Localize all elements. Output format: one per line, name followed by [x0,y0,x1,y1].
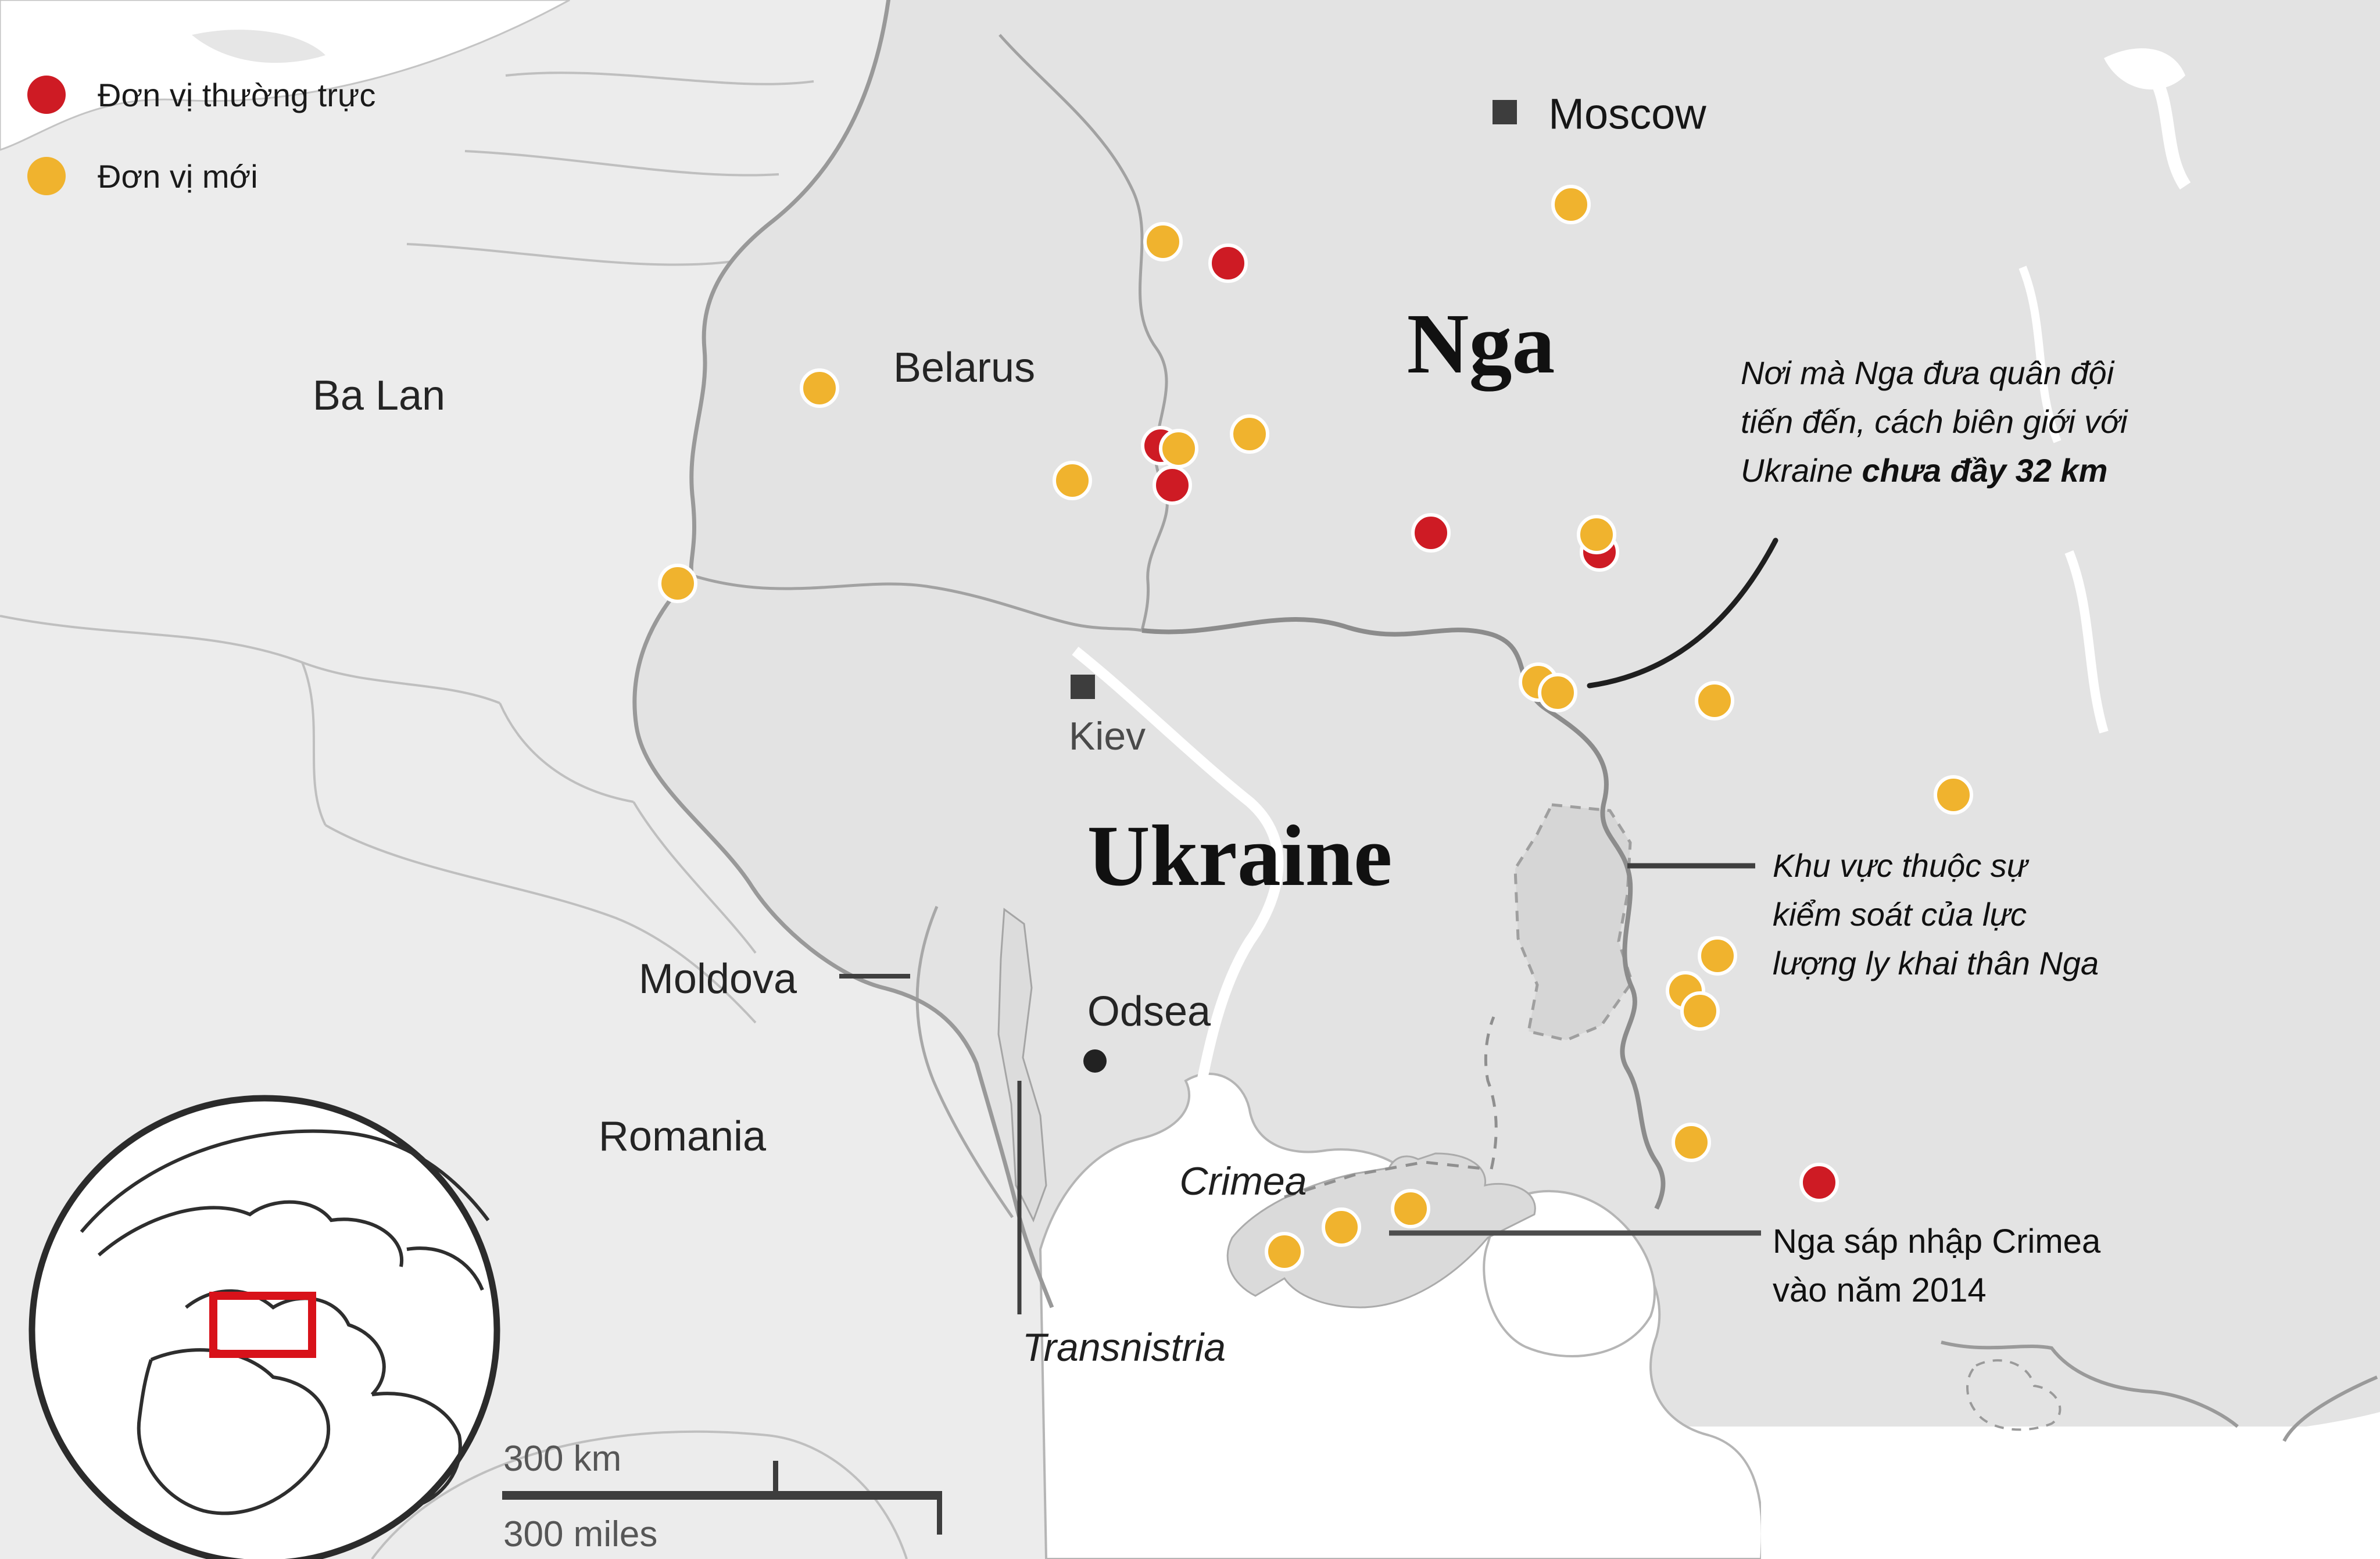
annotation-separatist-line1: Khu vực thuộc sự [1773,847,2028,884]
unit-dot-new [1551,185,1591,224]
crimea-region [1226,1152,1536,1309]
baltic-sea [0,0,570,151]
troops-pointer-arc [1587,537,1778,689]
permanent-unit-dot-icon [27,76,66,114]
crimea-north-dashed [1484,1016,1498,1170]
caucasus-borders [1941,1341,2378,1442]
new-unit-dot-icon [27,157,66,195]
separatist-region [1513,803,1634,1042]
label-kiev: Kiev [1068,714,1146,758]
label-crimea: Crimea [1179,1159,1307,1203]
unit-dot-new [658,564,697,603]
crimea-dashed-border [1284,1160,1488,1199]
unit-dot-new [1265,1232,1304,1271]
annotation-separatist-line3: lượng ly khai thân Nga [1773,945,2099,981]
globe-inset [28,1095,500,1559]
caucasus-dashed-region [1966,1359,2062,1431]
unit-dot-new [800,368,839,408]
unit-dot-new [1577,515,1616,554]
moldova-border [915,906,1014,1218]
inset-highlight-rect [209,1292,316,1358]
belarus-russia-border [998,34,1169,631]
unit-dot-permanent [1208,243,1248,283]
annotation-crimea-line1: Nga sáp nhập Crimea [1773,1223,2101,1260]
annotation-troops-line3-bold: chưa đầy 32 km [1862,452,2108,489]
unit-dot-new [1053,461,1092,500]
unit-dot-new [1143,222,1183,261]
label-romania: Romania [598,1113,767,1160]
annotation-troops-line1: Nơi mà Nga đưa quân đội [1741,354,2114,391]
transnistria-region [997,908,1047,1223]
annotation-troops-line2: tiến đến, cách biên giới với [1741,403,2128,440]
label-moscow: Moscow [1548,89,1706,138]
annotation-troops-line3: Ukraine chưa đầy 32 km [1741,446,2127,495]
annotation-crimea-2014: Nga sáp nhập Crimea vào năm 2014 [1773,1217,2100,1315]
unit-dot-new [1672,1123,1711,1162]
unit-dot-new [1695,681,1734,721]
annotation-crimea-line2: vào năm 2014 [1773,1271,1987,1309]
label-transnistria: Transnistria [1022,1325,1226,1370]
odsea-dot-icon [1083,1049,1107,1073]
label-ukraine: Ukraine [1087,808,1393,904]
label-odsea: Odsea [1087,988,1211,1035]
kiev-square-icon [1071,675,1095,699]
legend-permanent-label: Đơn vị thường trực [98,76,376,113]
unit-dot-new [1230,414,1269,454]
unit-dot-new [1538,673,1577,712]
ukraine-belarus-border [691,574,1143,632]
annotation-troops-line3-normal: Ukraine [1741,452,1862,489]
legend-row-permanent: Đơn vị thường trực [27,76,375,114]
annotation-separatist: Khu vực thuộc sự kiểm soát của lực lượng… [1773,841,2099,988]
units-layer [658,185,1973,1271]
label-nga: Nga [1406,296,1555,392]
legend-row-new: Đơn vị mới [27,157,258,195]
baltic-island [192,30,325,63]
white-sea [2104,48,2185,89]
south-sea [1761,1412,2380,1559]
unit-dot-new [1159,429,1198,468]
unit-dot-new [1391,1189,1430,1228]
label-moldova: Moldova [638,956,797,1002]
unit-dot-new [1698,936,1737,976]
ukraine-russia-border [1141,617,1666,1210]
legend-new-label: Đơn vị mới [98,157,258,195]
unit-dot-permanent [1153,465,1192,505]
unit-dot-new [1322,1207,1361,1247]
label-belarus: Belarus [893,345,1036,391]
unit-dot-permanent [1799,1163,1839,1202]
scale-miles-label: 300 miles [503,1514,658,1554]
annotation-separatist-line2: kiểm soát của lực [1773,896,2027,933]
unit-dot-new [1680,991,1720,1031]
unit-dot-new [1934,775,1973,815]
annotation-troops: Nơi mà Nga đưa quân đội tiến đến, cách b… [1741,349,2127,495]
scale-km-label: 300 km [503,1439,622,1479]
unit-dot-permanent [1411,513,1451,553]
label-ba-lan: Ba Lan [312,372,446,419]
west-main-border [632,0,1054,1309]
moscow-square-icon [1493,100,1517,124]
scale-bar [502,1461,942,1535]
